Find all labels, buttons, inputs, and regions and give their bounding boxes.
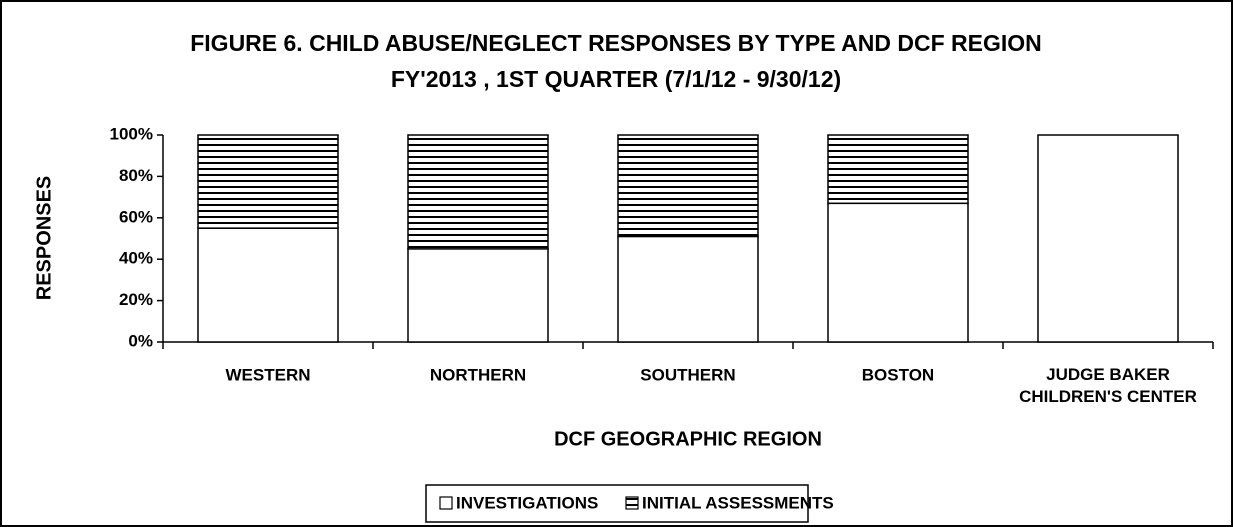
legend-label: INITIAL ASSESSMENTS	[642, 493, 834, 512]
y-tick-label: 80%	[119, 166, 153, 185]
x-tick-label: WESTERN	[226, 365, 311, 384]
x-tick-label: NORTHERN	[430, 365, 526, 384]
x-tick-label: BOSTON	[862, 365, 934, 384]
y-tick-label: 40%	[119, 249, 153, 268]
bar-segment	[827, 202, 969, 343]
legend-swatch	[439, 496, 453, 510]
x-tick-label: JUDGE BAKER CHILDREN'S CENTER	[1019, 365, 1197, 406]
bar-segment	[827, 134, 969, 205]
bar-segment	[1037, 134, 1179, 343]
bar-segment	[197, 134, 339, 229]
bar-segment	[407, 248, 549, 343]
y-tick-label: 20%	[119, 290, 153, 309]
bar-segment	[197, 227, 339, 343]
legend-label: INVESTIGATIONS	[456, 493, 598, 512]
x-axis-title: DCF GEOGRAPHIC REGION	[554, 428, 822, 450]
chart-subtitle: FY'2013 , 1ST QUARTER (7/1/12 - 9/30/12)	[391, 66, 841, 92]
legend-swatch	[625, 496, 639, 510]
chart-title: FIGURE 6. CHILD ABUSE/NEGLECT RESPONSES …	[190, 30, 1042, 56]
y-tick-label: 100%	[110, 124, 153, 143]
bar-segment	[617, 235, 759, 343]
bar-segment	[617, 134, 759, 238]
bar-segment	[407, 134, 549, 250]
y-tick-label: 0%	[128, 331, 153, 350]
y-tick-label: 60%	[119, 207, 153, 226]
x-tick-label: SOUTHERN	[640, 365, 735, 384]
y-axis-title: RESPONSES	[33, 176, 55, 300]
legend-box	[425, 484, 809, 523]
